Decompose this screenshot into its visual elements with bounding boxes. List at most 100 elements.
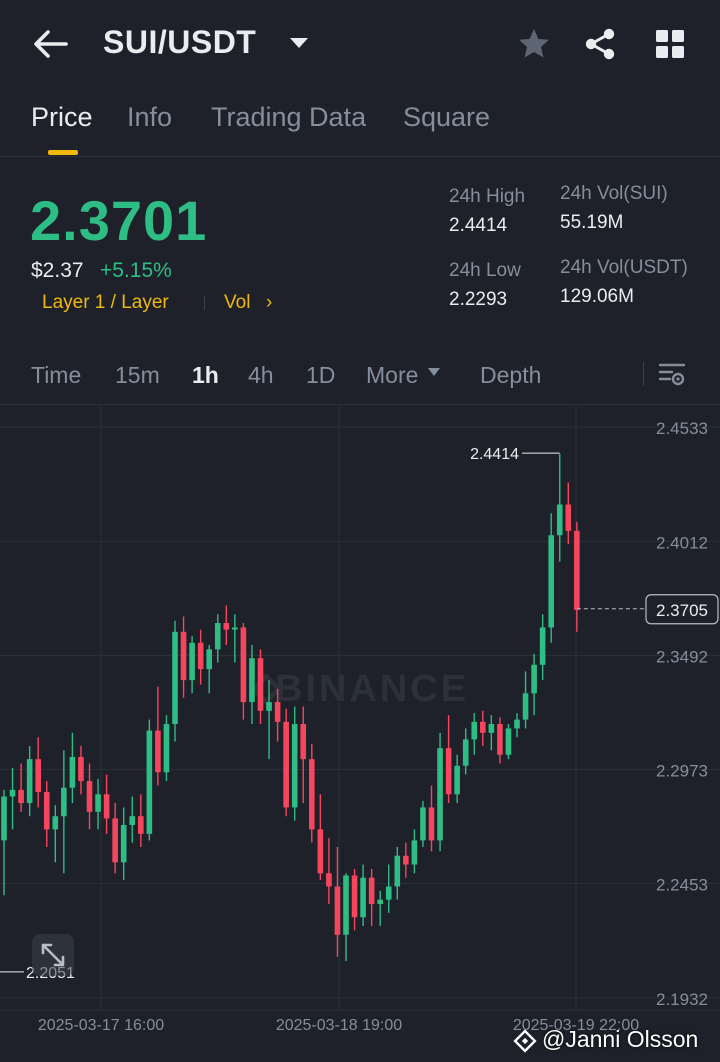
candle-body — [18, 789, 24, 804]
grid-icon[interactable] — [654, 28, 686, 60]
candle-body — [514, 719, 520, 729]
candle-body — [334, 886, 341, 935]
candle-body — [240, 627, 247, 703]
y-tick-label: 2.4533 — [656, 419, 708, 438]
candle — [61, 750, 67, 874]
high-label: 24h High — [449, 186, 526, 207]
interval-depth[interactable]: Depth — [480, 362, 542, 388]
candle — [351, 868, 358, 931]
x-tick-label: 2025-03-18 19:00 — [276, 1017, 402, 1034]
section-tabs: Price Info Trading Data Square — [0, 96, 720, 157]
chart-settings-icon[interactable] — [658, 360, 686, 388]
candle — [437, 732, 443, 852]
candles — [1, 454, 580, 962]
category-tag[interactable]: Layer 1 / Layer — [42, 292, 169, 313]
share-icon[interactable] — [582, 26, 618, 62]
candle-body — [120, 825, 127, 863]
candle — [120, 807, 127, 880]
candle-body — [531, 664, 537, 694]
candle-body — [43, 792, 50, 830]
candle-body — [197, 642, 204, 670]
chevron-right-icon[interactable]: › — [266, 292, 273, 313]
candle — [103, 774, 110, 834]
interval-more[interactable]: More — [366, 362, 419, 388]
interval-4h[interactable]: 4h — [248, 362, 274, 388]
candle — [138, 794, 144, 847]
candle-body — [35, 759, 41, 793]
interval-bar: Time 15m 1h 4h 1D More Depth — [0, 350, 720, 400]
candle-body — [462, 739, 469, 766]
candle-body — [189, 642, 195, 681]
y-tick-label: 2.4012 — [656, 533, 708, 552]
chart-grid — [0, 405, 720, 1011]
tag-divider — [204, 296, 205, 310]
candle-body — [548, 535, 554, 628]
low-value: 2.2293 — [449, 289, 508, 310]
candle — [266, 680, 272, 760]
usd-price: $2.37 — [31, 259, 84, 282]
candle-body — [351, 875, 358, 918]
tab-square[interactable]: Square — [403, 102, 491, 132]
candle-body — [138, 816, 144, 834]
current-price-label: 2.3705 — [656, 601, 708, 620]
candle — [26, 745, 33, 817]
candle — [172, 620, 178, 742]
candle — [9, 767, 16, 830]
caret-down-icon[interactable] — [428, 368, 440, 376]
candle-body — [471, 721, 478, 740]
binance-watermark: BINANCE — [275, 668, 469, 710]
y-tick-label: 2.2453 — [656, 876, 708, 895]
tab-info[interactable]: Info — [127, 102, 173, 132]
candle — [394, 846, 401, 900]
candle-body — [539, 627, 546, 665]
x-tick-label: 2025-03-17 16:00 — [38, 1017, 164, 1034]
vol-quote-value: 129.06M — [560, 286, 634, 307]
interval-15m[interactable]: 15m — [115, 362, 160, 388]
candle — [360, 864, 366, 926]
tab-price[interactable]: Price — [31, 102, 93, 132]
candle — [129, 796, 136, 843]
high-value: 2.4414 — [449, 215, 508, 236]
candle-body — [556, 504, 563, 536]
candle — [300, 706, 307, 804]
candle — [385, 864, 392, 913]
interval-1h[interactable]: 1h — [192, 362, 219, 388]
candle — [240, 623, 247, 720]
candle-body — [172, 631, 178, 725]
candle-body — [223, 623, 230, 630]
candle-body — [95, 794, 101, 812]
candle-body — [360, 877, 366, 918]
interval-1d[interactable]: 1D — [306, 362, 336, 388]
candle — [454, 754, 460, 804]
back-arrow-icon[interactable] — [30, 26, 70, 62]
candle — [326, 838, 332, 905]
tab-trading-data[interactable]: Trading Data — [211, 102, 367, 132]
candle-body — [266, 702, 272, 711]
candle-body — [86, 781, 93, 812]
vol-tag[interactable]: Vol — [224, 292, 251, 313]
caret-down-icon[interactable] — [288, 36, 310, 50]
interval-time[interactable]: Time — [31, 362, 82, 388]
candle-body — [420, 807, 426, 841]
candle — [274, 688, 281, 742]
candle — [43, 781, 50, 847]
star-icon[interactable] — [516, 26, 552, 62]
candle — [505, 724, 512, 760]
candle-body — [505, 728, 512, 755]
candle-body — [129, 816, 136, 826]
candle-body — [146, 730, 153, 834]
candle-body — [232, 627, 238, 630]
expand-chart-button[interactable] — [32, 934, 74, 976]
divider — [0, 404, 720, 405]
vol-quote-label: 24h Vol(USDT) — [560, 257, 688, 278]
candle-body — [206, 649, 212, 670]
candle-body — [385, 886, 392, 900]
candle-body — [112, 818, 118, 863]
candlestick-chart[interactable]: BINANCE 2.45332.40122.34922.29732.24532.… — [0, 405, 720, 1062]
binance-square-icon — [513, 1029, 537, 1053]
pair-title[interactable]: SUI/USDT — [103, 24, 257, 60]
candle — [343, 873, 349, 962]
candle-body — [317, 829, 324, 874]
candle-body — [155, 730, 161, 773]
candle-body — [1, 796, 7, 841]
